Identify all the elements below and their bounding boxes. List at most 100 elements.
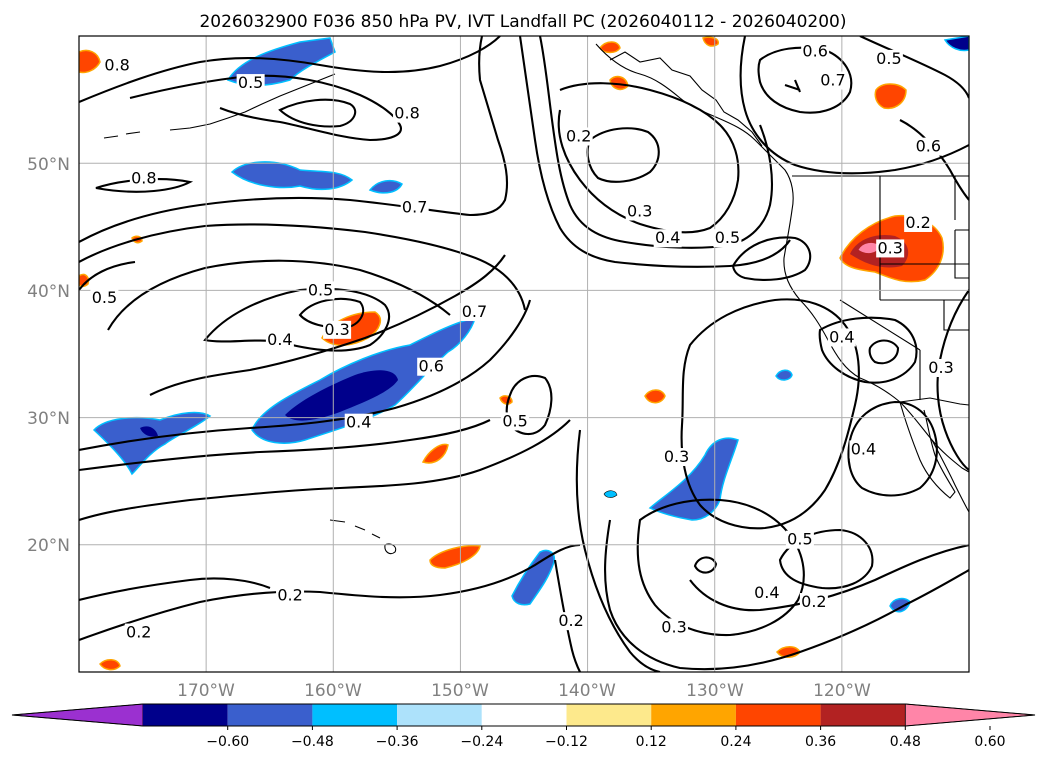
map-panel: 0.80.50.80.80.70.5 0.50.30.40.70.60.4 0.50…: [27, 35, 970, 701]
contour-label-bg: [799, 593, 828, 612]
contour-label-bg: [460, 303, 489, 322]
contour-label-bg: [874, 49, 903, 68]
contour-label-bg: [849, 440, 878, 459]
neg-anomaly-dot-1: [775, 369, 793, 381]
colorbar-tick-label: −0.48: [291, 734, 334, 750]
colorbar-extend-low: [11, 703, 144, 727]
neg-anomaly-dot-3: [603, 490, 618, 498]
colorbar-tick-label: −0.36: [376, 734, 419, 750]
contour-label-bg: [501, 412, 530, 431]
contour-label: 0.4: [267, 330, 292, 349]
contour-line: [899, 119, 969, 201]
contour-label: 0.8: [104, 55, 129, 74]
contour-line: [859, 36, 969, 99]
contour-label: 0.2: [558, 611, 583, 630]
colorbar-tick-label: −0.12: [545, 734, 588, 750]
colorbar-box: [820, 704, 906, 726]
contour-label-bg: [662, 448, 691, 467]
contour-label-bg: [904, 213, 933, 232]
contour-label-bg: [103, 56, 132, 75]
contour-label-bg: [276, 586, 305, 605]
contour-line: [936, 289, 969, 471]
pos-anomaly-top-1: [599, 41, 621, 54]
aleutian-islands: [169, 73, 336, 131]
lat-label-30n: 30°N: [27, 409, 70, 429]
contour-label-bg: [801, 42, 830, 61]
colorbar-box: [481, 704, 567, 726]
contour-label: 0.4: [655, 228, 680, 247]
contour-label-bg: [129, 169, 158, 188]
contour-line: [79, 419, 571, 521]
contour-label: 0.4: [754, 583, 779, 602]
contour-label-bg: [827, 328, 856, 347]
contour-line: [731, 236, 812, 281]
us-west-state-lines: [839, 176, 969, 400]
pos-anomaly-small-2: [429, 544, 481, 569]
contour-label: 0.5: [876, 49, 901, 68]
lon-label-130w: 130°W: [686, 681, 744, 701]
lon-label-170w: 170°W: [177, 681, 235, 701]
contour-label-bg: [564, 127, 593, 146]
contour-line: [518, 36, 791, 268]
contour-line: [79, 543, 581, 641]
contour-label-bg: [557, 612, 586, 631]
colorbar-box: [143, 704, 228, 726]
colorbar-tick-label: −0.24: [460, 734, 503, 750]
contour-label: 0.8: [394, 104, 419, 123]
contour-line: [298, 297, 365, 330]
lon-label-160w: 160°W: [304, 681, 362, 701]
map-title: 2026032900 F036 850 hPa PV, IVT Landfall…: [199, 12, 846, 32]
pos-anomaly-small-1: [421, 443, 449, 464]
neg-anomaly-north-small: [368, 179, 403, 194]
us-mexico-border: [899, 397, 969, 406]
colorbar-box: [397, 704, 482, 726]
lat-label-50n: 50°N: [27, 155, 70, 175]
colorbar-tick-label: 0.12: [636, 734, 667, 750]
contour-label: 0.3: [661, 617, 686, 636]
contour-line: [557, 82, 740, 234]
contour-label: 0.7: [402, 198, 427, 217]
contour-line: [79, 260, 136, 291]
colorbar-tick-label: 0.60: [974, 734, 1005, 750]
colorbar-box: [312, 704, 398, 726]
colorbar-tick-label: 0.36: [805, 734, 836, 750]
kamchatka-edge: [103, 131, 141, 139]
pos-anomaly-small-3: [644, 389, 666, 404]
contour-label: 0.5: [502, 411, 527, 430]
contour-label: 0.6: [418, 357, 443, 376]
lon-label-150w: 150°W: [431, 681, 489, 701]
contour-label-bg: [265, 331, 294, 350]
map-frame: [78, 35, 970, 673]
contour-line: [693, 556, 718, 574]
contour-line: [79, 36, 509, 243]
colorbar-box: [566, 704, 652, 726]
contour-line: [553, 559, 581, 672]
pos-anomaly-ne: [874, 83, 907, 110]
lon-label-140w: 140°W: [558, 681, 616, 701]
contour-label: 0.2: [801, 592, 826, 611]
shaded-fields: [79, 36, 969, 671]
lat-label-40n: 40°N: [27, 282, 70, 302]
contour-line: [538, 36, 773, 249]
contour-label: 0.2: [905, 213, 930, 232]
contour-line: [784, 79, 801, 93]
contour-label: 0.6: [916, 137, 941, 156]
contour-label-bg: [660, 618, 689, 637]
contour-label: 0.3: [324, 320, 349, 339]
contour-label: 0.5: [238, 73, 263, 92]
contour-label-bg: [393, 104, 422, 123]
neg-anomaly-corner: [943, 36, 969, 52]
contour-label: 0.2: [277, 586, 302, 605]
contour-label-bg: [124, 623, 153, 642]
contour-label: 0.5: [787, 530, 812, 549]
neg-anomaly-west: [92, 411, 212, 476]
colorbar-tick-label: 0.48: [890, 734, 921, 750]
alaska-archipelago: [609, 51, 763, 147]
colorbar-box: [227, 704, 313, 726]
neg-anomaly-north: [230, 161, 354, 191]
contour-label-bg: [653, 229, 682, 248]
contour-line: [818, 316, 918, 384]
contour-line: [847, 400, 938, 497]
contour-label-bg: [323, 320, 352, 339]
